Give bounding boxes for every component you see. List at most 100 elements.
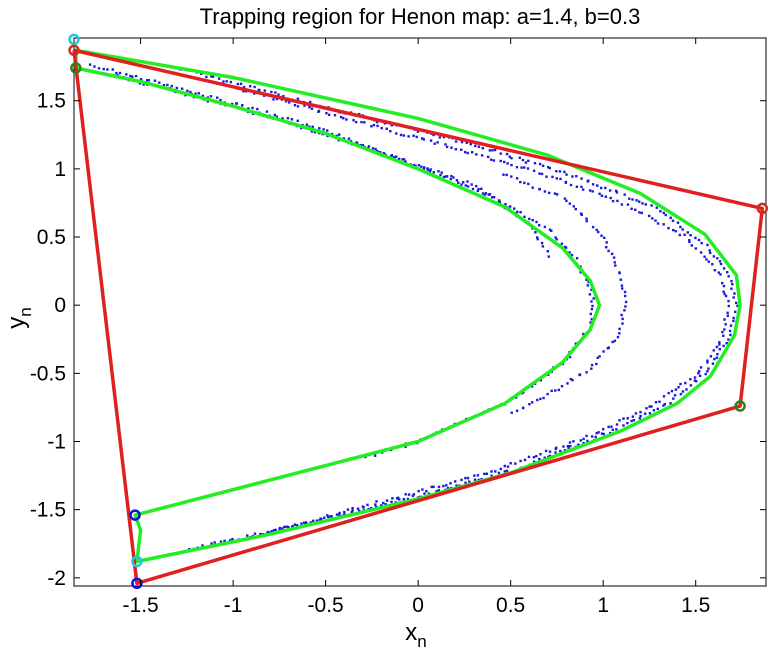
attractor-point — [305, 123, 309, 126]
attractor-point — [223, 539, 226, 542]
attractor-point — [606, 347, 609, 350]
attractor-point — [548, 454, 552, 458]
attractor-point — [246, 534, 249, 537]
attractor-point — [587, 280, 590, 284]
attractor-point — [541, 245, 545, 248]
attractor-point — [450, 174, 453, 178]
attractor-point — [545, 175, 548, 178]
attractor-point — [634, 208, 637, 211]
x-axis-ticks: -1.5 -1 -0.5 0 0.5 1 1.5 — [123, 38, 710, 617]
y-tick-label: 0 — [54, 294, 66, 317]
attractor-point — [721, 330, 724, 334]
attractor-point — [228, 539, 232, 542]
attractor-point — [624, 300, 628, 304]
chart-title: Trapping region for Henon map: a=1.4, b=… — [200, 4, 641, 29]
attractor-point — [580, 185, 583, 189]
attractor-point — [645, 407, 648, 410]
attractor-point — [329, 515, 332, 518]
attractor-point — [597, 230, 600, 234]
attractor-point — [713, 269, 717, 272]
attractor-point — [372, 123, 376, 127]
attractor-point — [384, 503, 387, 506]
attractor-point — [591, 435, 594, 438]
attractor-point — [490, 470, 493, 473]
attractor-point — [527, 159, 530, 163]
attractor-point — [590, 367, 593, 370]
attractor-point — [587, 179, 590, 182]
attractor-point — [709, 355, 713, 358]
attractor-point — [539, 453, 542, 456]
attractor-point — [600, 194, 604, 197]
attractor-point — [585, 371, 588, 374]
y-tick-label: 0.5 — [37, 226, 66, 249]
attractor-point — [523, 215, 526, 218]
y-tick-label: -0.5 — [30, 362, 66, 385]
attractor-point — [258, 89, 261, 92]
attractor-point — [480, 154, 484, 157]
attractor-point — [559, 177, 562, 181]
attractor-point — [693, 376, 697, 379]
attractor-point — [579, 271, 582, 274]
attractor-point — [689, 378, 692, 381]
attractor-point — [605, 246, 608, 249]
attractor-point — [505, 152, 509, 156]
attractor-point — [705, 258, 708, 261]
attractor-point — [618, 332, 621, 335]
attractor-point — [676, 221, 680, 224]
attractor-point — [707, 367, 710, 370]
attractor-point — [568, 441, 572, 444]
attractor-point — [358, 509, 361, 512]
attractor-point — [618, 419, 621, 422]
attractor-point — [272, 98, 275, 101]
attractor-point — [454, 480, 457, 483]
attractor-point — [600, 432, 604, 435]
attractor-point — [729, 324, 733, 327]
attractor-point — [455, 179, 459, 182]
trapping-quadrilateral — [72, 48, 765, 586]
attractor-point — [575, 257, 579, 260]
attractor-point — [688, 240, 691, 243]
attractor-point — [582, 442, 585, 445]
attractor-point — [510, 157, 513, 160]
attractor-point — [317, 109, 321, 113]
attractor-point — [380, 126, 383, 130]
attractor-point — [446, 486, 450, 490]
attractor-point — [519, 459, 522, 463]
attractor-point — [656, 407, 659, 411]
attractor-point — [502, 173, 505, 176]
x-tick-label: -0.5 — [308, 594, 344, 617]
attractor-point — [594, 435, 597, 439]
attractor-point — [470, 183, 473, 186]
attractor-point — [667, 226, 670, 230]
attractor-point — [206, 100, 209, 103]
attractor-point — [186, 89, 189, 93]
attractor-point — [379, 151, 382, 154]
attractor-point — [538, 224, 541, 227]
attractor-point — [503, 464, 506, 468]
attractor-point — [686, 231, 689, 234]
attractor-point — [515, 409, 519, 412]
attractor-point — [521, 158, 525, 162]
attractor-point — [536, 237, 539, 241]
attractor-point — [395, 497, 399, 500]
attractor-point — [466, 151, 469, 155]
attractor-point — [718, 343, 721, 346]
attractor-point — [711, 362, 715, 365]
attractor-point — [473, 474, 476, 477]
attractor-point — [707, 260, 710, 263]
attractor-point — [562, 445, 565, 448]
attractor-point — [678, 233, 681, 237]
attractor-point — [554, 389, 557, 392]
attractor-point — [735, 301, 738, 305]
attractor-point — [736, 304, 739, 308]
attractor-point — [555, 238, 558, 241]
attractor-point — [726, 311, 729, 314]
attractor-point — [638, 200, 641, 203]
attractor-point — [93, 65, 96, 68]
attractor-point — [509, 205, 512, 208]
attractor-point — [471, 151, 474, 154]
attractor-point — [452, 176, 455, 179]
y-tick-label: -1 — [47, 431, 66, 454]
attractor-point — [477, 478, 480, 482]
